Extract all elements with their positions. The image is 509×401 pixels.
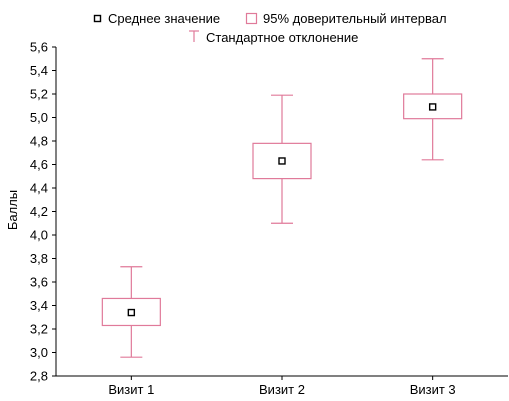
y-tick-label: 4,6 [30, 157, 48, 172]
y-tick-label: 5,2 [30, 87, 48, 102]
y-tick-label: 5,6 [30, 40, 48, 55]
ci-box [403, 93, 463, 120]
y-tick-label: 3,2 [30, 322, 48, 337]
y-tick-label: 3,4 [30, 298, 48, 313]
box-group [252, 94, 312, 224]
y-tick-label: 3,8 [30, 251, 48, 266]
mean-marker [127, 308, 136, 317]
x-tick-label: Визит 2 [259, 382, 305, 397]
y-tick-label: 5,4 [30, 63, 48, 78]
mean-marker [428, 103, 437, 111]
x-ticks: Визит 1 Визит 2 Визит 3 [108, 376, 456, 397]
y-axis-title: Баллы [5, 190, 20, 230]
legend-mean-label: Среднее значение [108, 11, 220, 26]
y-ticks: 2,8 3,0 3,2 3,4 3,6 3,8 4,0 4,2 4,4 4,6 4,8 5,0 5,2 5… [30, 40, 56, 384]
y-tick-label: 3,0 [30, 345, 48, 360]
y-tick-label: 4,8 [30, 134, 48, 149]
box-group [403, 58, 463, 161]
y-tick-label: 4,4 [30, 181, 48, 196]
legend-ci-label: 95% доверительный интервал [263, 11, 447, 26]
x-tick-label: Визит 1 [108, 382, 154, 397]
y-tick-label: 3,6 [30, 275, 48, 290]
x-tick-label: Визит 3 [410, 382, 456, 397]
legend-sd-marker [189, 30, 199, 42]
box-group [101, 266, 161, 358]
legend-sd-label: Стандартное отклонение [206, 30, 358, 45]
legend-ci-marker [245, 12, 258, 25]
legend-mean-marker [93, 14, 102, 23]
y-tick-label: 4,2 [30, 204, 48, 219]
plot-area [101, 58, 463, 358]
y-tick-label: 5,0 [30, 110, 48, 125]
legend: Среднее значение 95% доверительный интер… [93, 11, 447, 45]
y-tick-label: 2,8 [30, 369, 48, 384]
y-tick-label: 4,0 [30, 228, 48, 243]
mean-marker [278, 157, 286, 165]
